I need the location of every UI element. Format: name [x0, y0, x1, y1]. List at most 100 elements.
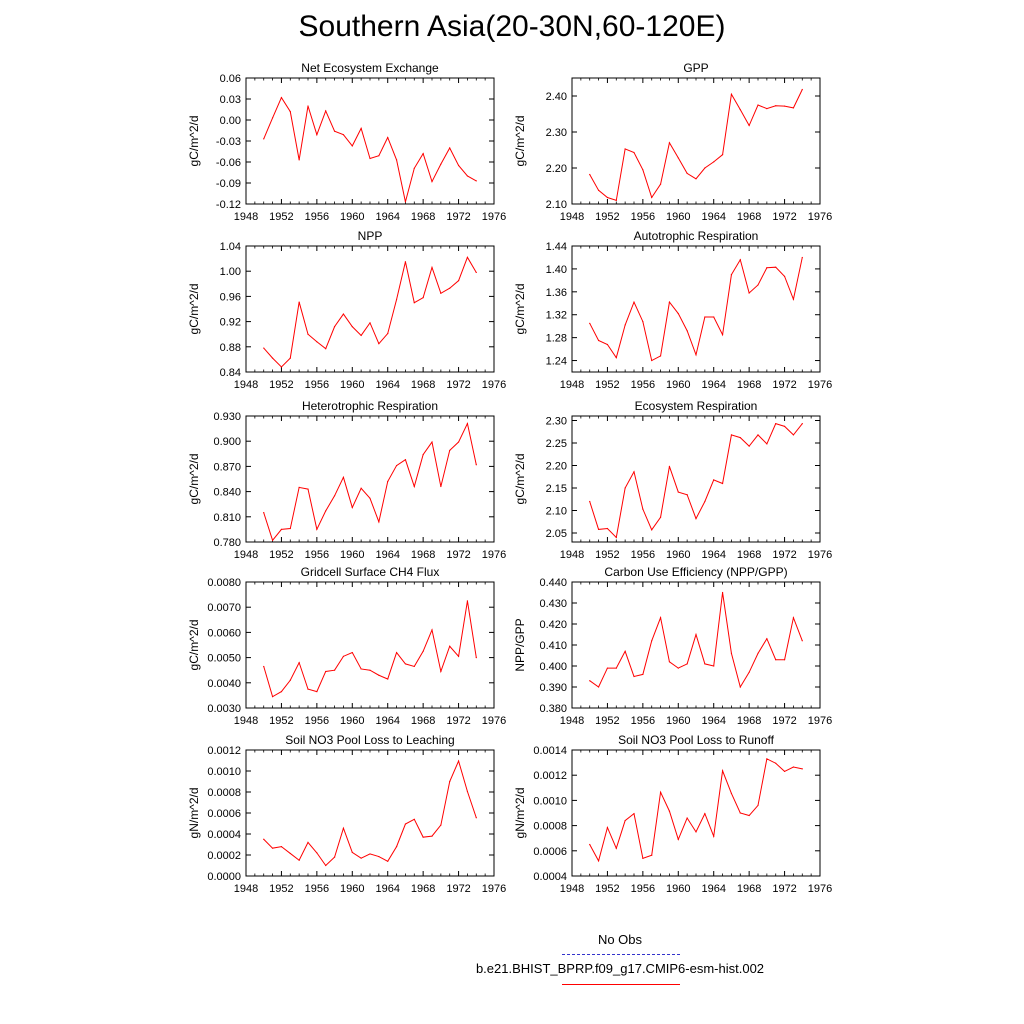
panel-title: Soil NO3 Pool Loss to Runoff	[618, 733, 775, 747]
data-point	[431, 266, 433, 269]
panel-title: GPP	[683, 61, 708, 75]
data-point	[440, 670, 442, 673]
data-point	[369, 669, 371, 671]
data-point	[404, 459, 407, 461]
y-tick-label: 1.32	[546, 310, 567, 322]
data-point	[333, 130, 336, 132]
data-point	[298, 301, 300, 303]
y-tick-label: 2.25	[546, 438, 567, 450]
data-point	[333, 669, 336, 671]
panel-5: Heterotrophic Respiration gC/m^2/d 1948 195…	[187, 399, 506, 561]
y-tick-label: -0.03	[216, 136, 241, 148]
data-point	[475, 817, 477, 819]
data-point	[387, 860, 389, 862]
data-point	[280, 97, 283, 99]
data-point	[633, 151, 635, 154]
data-point	[677, 157, 679, 159]
data-point	[659, 791, 662, 793]
data-point	[404, 261, 407, 263]
panel-title: Autotrophic Respiration	[634, 229, 759, 243]
x-tick-label: 1952	[269, 379, 293, 391]
data-point	[589, 843, 591, 846]
data-point	[395, 464, 398, 467]
data-point	[695, 518, 697, 520]
x-tick-label: 1976	[482, 549, 506, 561]
y-tick-label: 0.00	[220, 115, 241, 127]
y-tick-label: 0.92	[220, 317, 241, 329]
y-tick-label: 0.0040	[207, 678, 241, 690]
x-tick-label: 1960	[340, 883, 364, 895]
x-tick-label: 1948	[234, 379, 258, 391]
x-tick-label: 1968	[411, 715, 435, 727]
y-tick-label: 0.900	[213, 436, 241, 448]
data-point	[360, 857, 362, 859]
panel-9: Soil NO3 Pool Loss to Leaching gN/m^2/d 19…	[187, 733, 506, 895]
x-tick-label: 1956	[631, 211, 655, 223]
y-tick-label: 2.10	[546, 506, 567, 518]
x-tick-label: 1960	[340, 549, 364, 561]
data-point	[342, 827, 345, 829]
x-tick-label: 1964	[375, 549, 399, 561]
y-tick-label: 0.84	[220, 367, 241, 379]
data-point	[271, 117, 274, 119]
data-point	[316, 691, 318, 693]
plot-frame	[571, 77, 821, 205]
data-point	[369, 497, 371, 499]
data-point	[466, 600, 469, 602]
data-point	[615, 199, 617, 201]
data-point	[369, 853, 371, 855]
y-tick-label: 1.24	[546, 356, 567, 368]
data-point	[739, 437, 741, 439]
data-point	[730, 274, 733, 276]
y-tick-label: 0.96	[220, 291, 241, 303]
x-tick-label: 1960	[666, 379, 690, 391]
x-tick-label: 1956	[305, 883, 329, 895]
y-tick-label: 0.430	[539, 598, 567, 610]
y-tick-label: 2.15	[546, 483, 567, 495]
data-point	[668, 810, 671, 812]
x-tick-label: 1976	[808, 715, 832, 727]
x-tick-label: 1952	[269, 715, 293, 727]
data-point	[597, 686, 600, 688]
data-point	[713, 665, 715, 667]
data-point	[325, 670, 327, 673]
data-point	[766, 108, 768, 110]
data-point	[642, 508, 644, 510]
y-tick-label: 0.810	[213, 512, 241, 524]
data-point	[686, 330, 688, 332]
y-tick-label: -0.06	[216, 157, 241, 169]
data-point	[775, 105, 777, 107]
x-tick-label: 1956	[305, 379, 329, 391]
data-point	[624, 650, 626, 652]
y-tick-label: 0.0080	[207, 577, 241, 589]
plot-frame	[571, 749, 821, 877]
x-tick-label: 1956	[631, 883, 655, 895]
x-tick-label: 1976	[482, 211, 506, 223]
data-point	[695, 831, 697, 833]
data-point	[606, 667, 609, 669]
series-line	[589, 758, 803, 863]
data-point	[624, 819, 626, 822]
data-point	[721, 770, 724, 772]
data-point	[659, 183, 662, 185]
y-tick-label: 0.410	[539, 640, 567, 652]
data-point	[289, 527, 291, 530]
data-point	[677, 667, 679, 669]
x-tick-label: 1976	[482, 883, 506, 895]
data-point	[695, 354, 697, 356]
data-point	[739, 686, 741, 688]
panel-3: NPP gC/m^2/d 1948 1952 1956 1960 1964 1968 1972 1…	[187, 229, 506, 391]
data-point	[775, 423, 777, 425]
data-point	[360, 334, 362, 337]
x-tick-label: 1968	[411, 211, 435, 223]
y-tick-label: 2.05	[546, 528, 567, 540]
data-point	[659, 617, 662, 619]
data-point	[307, 688, 309, 690]
data-point	[686, 817, 688, 819]
data-point	[333, 495, 336, 497]
data-point	[440, 485, 442, 488]
y-tick-label: 1.04	[220, 241, 241, 253]
x-tick-label: 1956	[631, 549, 655, 561]
plot-frame	[245, 415, 495, 543]
data-point	[413, 818, 415, 820]
